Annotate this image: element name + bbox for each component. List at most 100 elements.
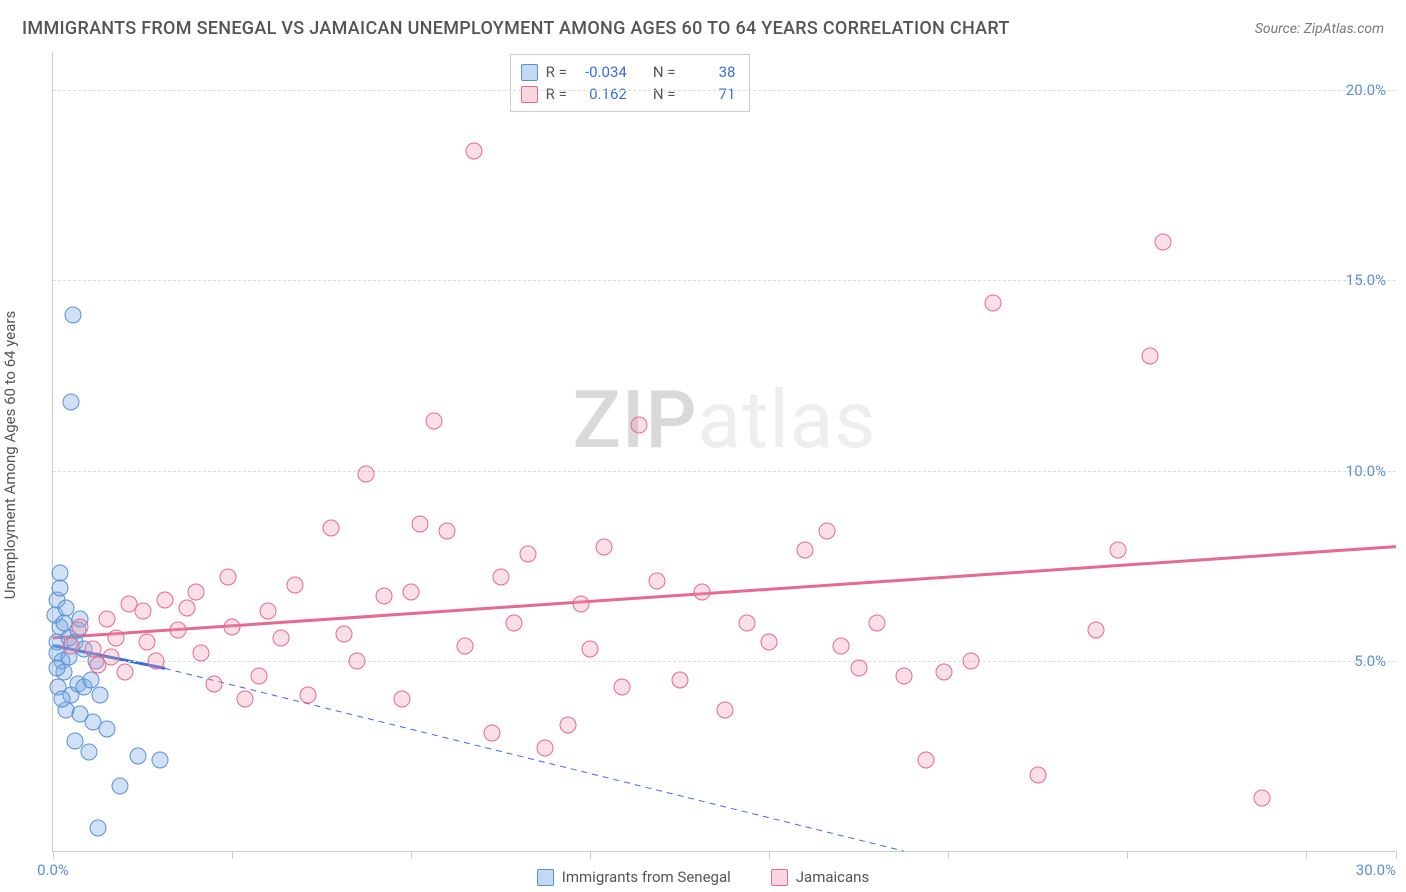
data-point-senegal [98, 721, 115, 738]
data-point-senegal [62, 394, 79, 411]
n-value: 38 [683, 61, 735, 83]
data-point-jamaicans [170, 622, 187, 639]
data-point-senegal [112, 778, 129, 795]
data-point-jamaicans [98, 610, 115, 627]
data-point-jamaicans [537, 740, 554, 757]
data-point-senegal [53, 690, 70, 707]
data-point-jamaicans [613, 679, 630, 696]
data-point-jamaicans [438, 523, 455, 540]
data-point-jamaicans [761, 633, 778, 650]
n-label: N = [653, 83, 676, 105]
data-point-jamaicans [506, 614, 523, 631]
data-point-jamaicans [1029, 766, 1046, 783]
title-bar: IMMIGRANTS FROM SENEGAL VS JAMAICAN UNEM… [22, 18, 1384, 39]
r-value: -0.034 [575, 61, 627, 83]
data-point-jamaicans [335, 626, 352, 643]
y-tick-label: 15.0% [1346, 271, 1386, 289]
legend-item-jamaicans: Jamaicans [771, 868, 869, 886]
n-label: N = [653, 61, 676, 83]
data-point-jamaicans [349, 652, 366, 669]
data-point-senegal [65, 306, 82, 323]
y-tick-label: 10.0% [1346, 462, 1386, 480]
data-point-jamaicans [358, 466, 375, 483]
x-tick [1127, 851, 1128, 859]
legend-row: R = -0.034 N = 38 [521, 61, 736, 83]
data-point-jamaicans [465, 142, 482, 159]
data-point-jamaicans [273, 629, 290, 646]
data-point-jamaicans [147, 652, 164, 669]
data-point-jamaicans [832, 637, 849, 654]
x-tick [948, 851, 949, 859]
data-point-jamaicans [107, 629, 124, 646]
swatch-blue [537, 869, 554, 886]
data-point-jamaicans [797, 542, 814, 559]
r-label: R = [546, 61, 567, 83]
data-point-jamaicans [286, 576, 303, 593]
source-attribution: Source: ZipAtlas.com [1255, 21, 1384, 37]
data-point-jamaicans [595, 538, 612, 555]
data-point-jamaicans [1110, 542, 1127, 559]
data-point-senegal [51, 565, 68, 582]
x-tick [769, 851, 770, 859]
data-point-senegal [51, 580, 68, 597]
data-point-senegal [49, 660, 66, 677]
x-tick [53, 851, 54, 859]
r-value: 0.162 [575, 83, 627, 105]
x-tick [411, 851, 412, 859]
data-point-jamaicans [116, 664, 133, 681]
data-point-jamaicans [71, 618, 88, 635]
data-point-jamaicans [192, 645, 209, 662]
data-point-jamaicans [935, 664, 952, 681]
data-point-jamaicans [649, 572, 666, 589]
swatch-blue [521, 64, 538, 81]
y-axis-label: Unemployment Among Ages 60 to 64 years [1, 311, 19, 599]
data-point-jamaicans [403, 584, 420, 601]
data-point-senegal [130, 747, 147, 764]
data-point-jamaicans [738, 614, 755, 631]
data-point-jamaicans [819, 523, 836, 540]
data-point-jamaicans [1088, 622, 1105, 639]
swatch-pink [521, 86, 538, 103]
data-point-senegal [92, 687, 109, 704]
data-point-jamaicans [519, 546, 536, 563]
x-tick [590, 851, 591, 859]
gridline [53, 90, 1396, 91]
data-point-senegal [56, 614, 73, 631]
n-value: 71 [683, 83, 735, 105]
data-point-jamaicans [716, 702, 733, 719]
data-point-jamaicans [483, 725, 500, 742]
x-tick [232, 851, 233, 859]
data-point-senegal [83, 671, 100, 688]
gridline [53, 661, 1396, 662]
x-tick [1396, 851, 1397, 859]
data-point-jamaicans [631, 416, 648, 433]
data-point-jamaicans [582, 641, 599, 658]
data-point-senegal [80, 744, 97, 761]
y-tick-label: 20.0% [1346, 81, 1386, 99]
data-point-jamaicans [868, 614, 885, 631]
data-point-jamaicans [139, 633, 156, 650]
trend-lines [53, 52, 1396, 851]
data-point-jamaicans [456, 637, 473, 654]
data-point-jamaicans [179, 599, 196, 616]
data-point-jamaicans [134, 603, 151, 620]
data-point-jamaicans [206, 675, 223, 692]
data-point-jamaicans [156, 591, 173, 608]
scatter-plot: ZIPatlas R = -0.034 N = 38 R = 0.162 N =… [52, 52, 1396, 852]
data-point-jamaicans [219, 569, 236, 586]
swatch-pink [771, 869, 788, 886]
data-point-jamaicans [62, 637, 79, 654]
data-point-jamaicans [188, 584, 205, 601]
x-tick [1306, 851, 1307, 859]
legend-item-senegal: Immigrants from Senegal [537, 868, 731, 886]
data-point-jamaicans [895, 667, 912, 684]
data-point-jamaicans [300, 687, 317, 704]
data-point-jamaicans [1155, 234, 1172, 251]
data-point-jamaicans [224, 618, 241, 635]
trend-line-dash-senegal [165, 668, 904, 851]
data-point-jamaicans [559, 717, 576, 734]
data-point-jamaicans [425, 413, 442, 430]
series-legend: Immigrants from Senegal Jamaicans [0, 868, 1406, 886]
chart-title: IMMIGRANTS FROM SENEGAL VS JAMAICAN UNEM… [22, 18, 1010, 39]
gridline [53, 280, 1396, 281]
